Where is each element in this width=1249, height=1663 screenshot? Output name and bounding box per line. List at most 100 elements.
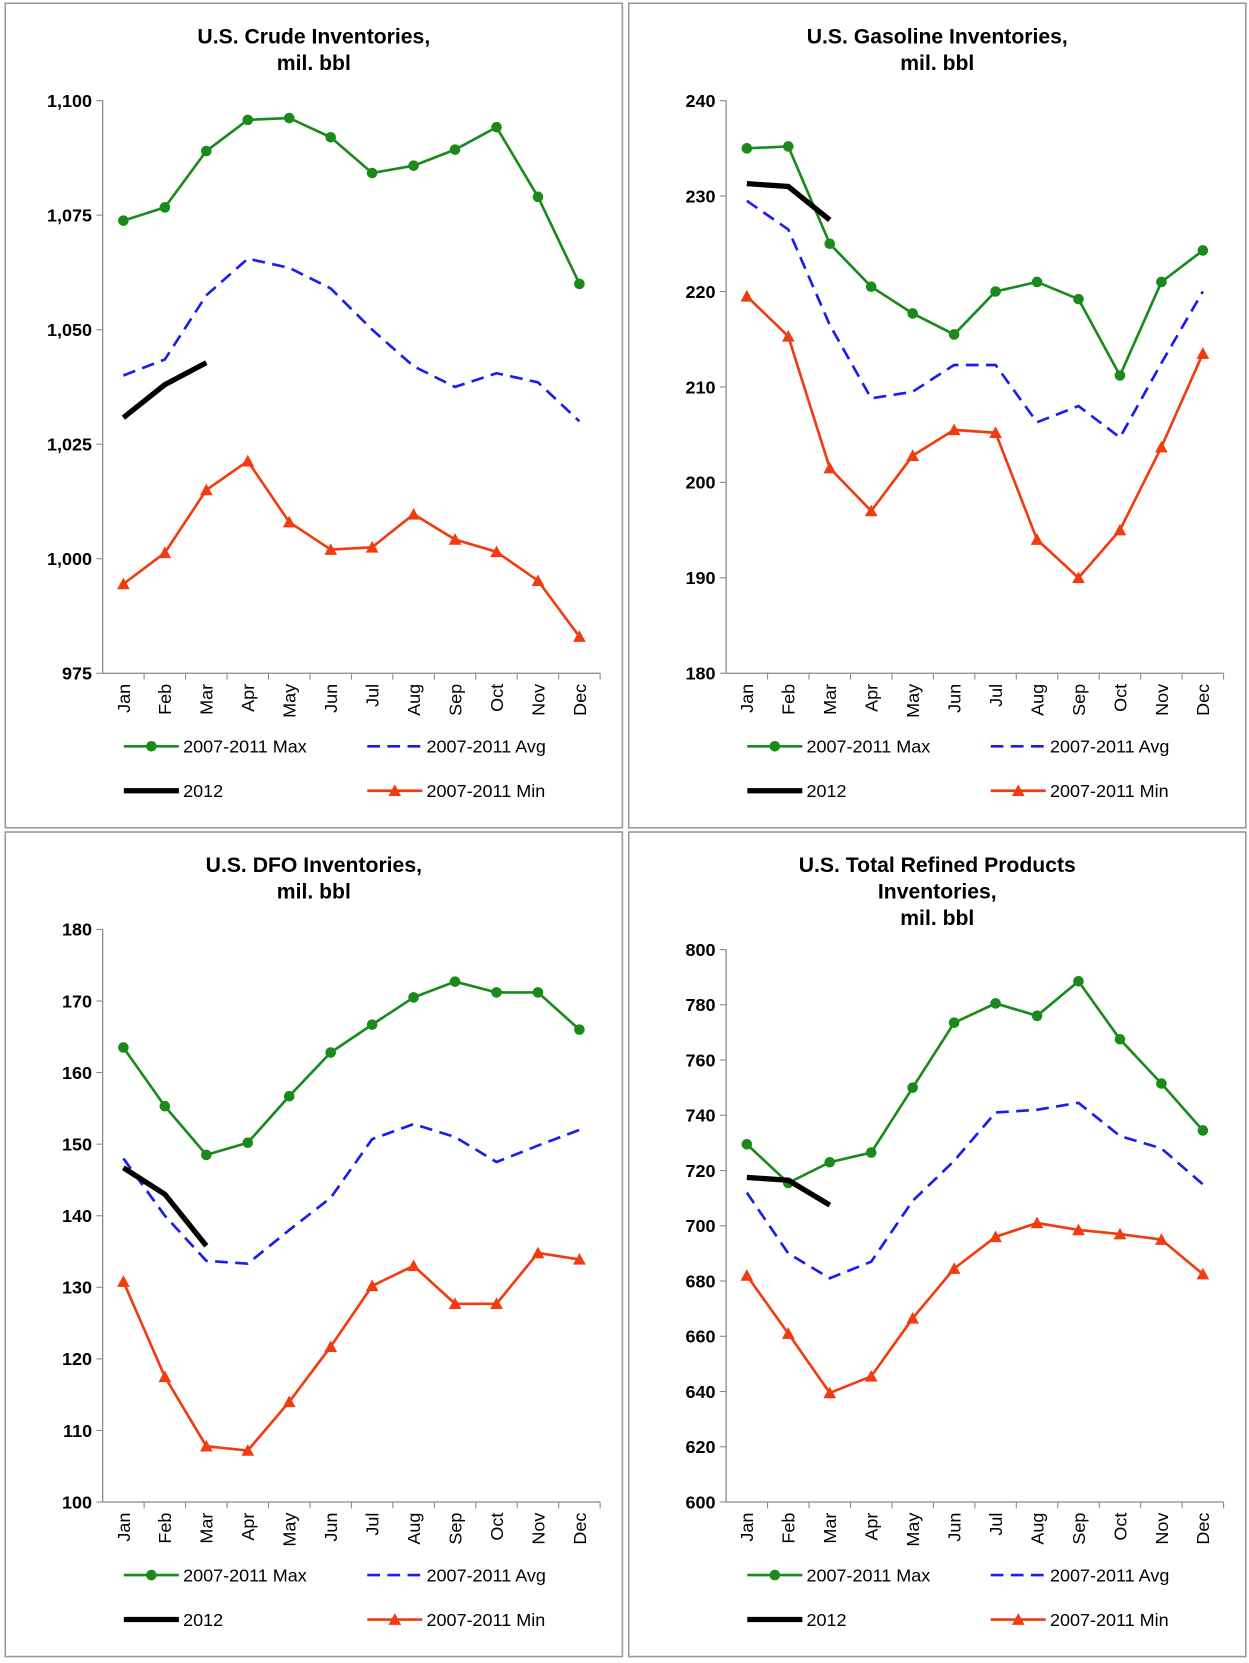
y-tick-label: 150 [62,1134,92,1154]
point [324,1340,338,1353]
y-tick-label: 160 [62,1063,92,1083]
y-tick-label: 720 [686,1161,716,1181]
y-tick-label: 230 [686,186,716,206]
point [283,1090,295,1102]
legend-label: 2007-2011 Min [427,1610,546,1630]
x-tick-label: Jan [737,1513,757,1542]
point [573,1253,586,1265]
point [366,167,378,179]
point [1113,523,1127,536]
series-line [122,257,581,423]
y-tick-label: 680 [686,1271,716,1291]
x-tick-label: Feb [155,1513,175,1544]
point [1073,975,1084,987]
point [325,131,336,143]
point [1196,347,1210,359]
point [491,121,502,133]
point [1072,571,1085,584]
x-tick-label: Jun [944,1513,964,1542]
x-tick-label: Nov [1152,1513,1172,1545]
series-line [746,181,832,222]
x-tick-label: Jan [114,1513,134,1542]
y-tick-label: 100 [62,1492,92,1512]
y-tick-label: 1,025 [47,435,92,455]
point [490,545,503,558]
panel-border [4,2,624,829]
x-tick-label: Jan [737,684,757,713]
point [823,1386,837,1399]
x-tick-label: Nov [528,1513,548,1545]
point [1031,276,1043,288]
y-tick-label: 760 [686,1050,716,1070]
y-tick-label: 170 [62,991,92,1011]
x-tick-label: Mar [197,684,217,715]
chart-title: U.S. DFO Inventories, [206,854,422,877]
legend-label: 2012 [807,781,847,801]
legend-label: 2012 [807,1610,847,1630]
point [449,976,461,987]
x-tick-label: Mar [820,1513,840,1544]
point [241,454,255,467]
point [325,1047,336,1058]
point [824,1156,836,1168]
point [1011,1613,1025,1625]
x-tick-label: Jun [944,684,964,713]
point [532,191,544,203]
point [118,1042,129,1053]
x-tick-label: Dec [570,1513,590,1545]
point [824,238,836,250]
x-tick-label: Jun [321,684,341,713]
x-tick-label: Oct [1110,684,1130,712]
x-tick-label: Sep [1069,684,1089,716]
chart-title: mil. bbl [900,907,974,930]
point [1073,293,1084,305]
y-tick-label: 1,050 [47,320,92,340]
point [531,574,545,587]
legend-label: 2007-2011 Avg [1050,737,1169,757]
point [781,330,795,342]
x-tick-label: Mar [820,684,840,715]
chart-panel: U.S. Gasoline Inventories, mil. bbl 180 190… [627,2,1247,829]
series-line [122,1251,580,1452]
y-tick-label: 120 [62,1349,92,1369]
y-tick-label: 190 [686,568,716,588]
series-line [122,459,581,638]
x-tick-label: Nov [1152,684,1172,716]
point [823,461,837,474]
x-tick-label: Oct [1110,1513,1130,1541]
point [158,546,172,559]
legend-label: 2007-2011 Min [427,781,546,801]
point [740,1269,754,1281]
x-tick-label: Aug [404,1513,424,1545]
series-line [745,1101,1204,1280]
point [906,1311,920,1324]
point [201,145,212,157]
x-tick-label: Apr [862,684,882,712]
legend-label: 2007-2011 Avg [427,737,546,757]
x-tick-label: Jan [114,684,134,713]
y-tick-label: 1,100 [47,91,92,111]
y-tick-label: 220 [686,282,716,302]
point [1072,1223,1085,1236]
point [769,741,781,752]
point [990,286,1001,297]
point [574,278,585,290]
point [740,289,754,302]
x-tick-label: Nov [528,684,548,716]
y-tick-label: 130 [62,1278,92,1298]
point [574,1024,585,1035]
x-tick-label: Feb [155,684,175,715]
x-tick-label: May [903,684,923,718]
point [1155,1233,1168,1245]
x-tick-label: Feb [779,684,799,715]
chart-title: mil. bbl [277,52,351,75]
y-tick-label: 640 [686,1382,716,1402]
y-tick-label: 110 [63,1421,92,1441]
panel-border [627,2,1247,829]
point [990,998,1001,1009]
point [741,143,753,154]
chart-panel: U.S. Crude Inventories, mil. bbl 975 1,000 1… [4,2,624,829]
x-tick-label: Jul [986,684,1006,707]
x-tick-label: Dec [570,684,590,716]
point [1030,533,1044,545]
